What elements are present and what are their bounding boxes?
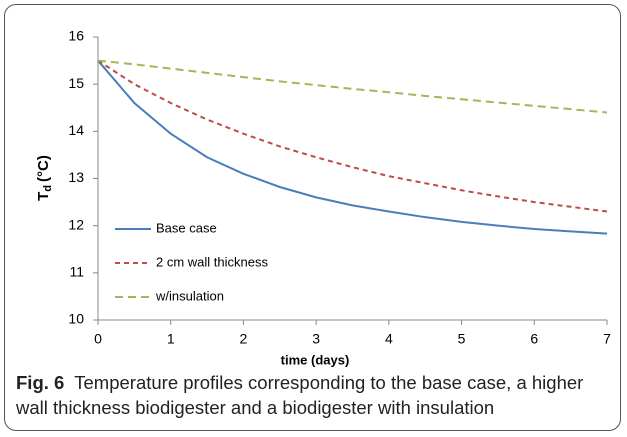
y-label-unit: (°C) [35,155,52,182]
caption: Fig. 6 Temperature profiles correspondin… [16,370,616,420]
figure-frame [4,4,621,431]
y-tick-label: 11 [69,264,84,280]
y-tick-label: 16 [68,28,84,44]
x-tick-label: 4 [385,331,393,347]
data-line [97,59,608,114]
legend-label: w/insulation [155,288,224,303]
x-tick-label: 3 [312,331,320,347]
legend-label: 2 cm wall thickness [156,254,268,269]
x-tick-label: 1 [167,331,175,347]
caption-label: Fig. 6 [16,372,65,393]
x-tick-label: 6 [530,331,538,347]
legend-label: Base case [156,220,217,235]
data-line [97,59,608,235]
y-tick-label: 14 [68,122,84,138]
x-tick-label: 2 [240,331,248,347]
y-tick-label: 10 [68,311,84,327]
data-line [97,59,608,213]
y-tick-label: 13 [68,169,84,185]
y-label-main: T [35,192,52,201]
y-tick-label: 15 [68,75,84,91]
x-tick-label: 5 [458,331,466,347]
y-axis-label: Td (°C) [35,155,54,201]
x-axis-label: time (days) [281,352,350,367]
caption-text: Temperature profiles corresponding to th… [16,372,584,418]
y-label-sub: d [42,185,54,192]
x-tick-label: 7 [603,331,611,347]
y-tick-label: 12 [68,216,84,232]
x-tick-label: 0 [94,331,102,347]
